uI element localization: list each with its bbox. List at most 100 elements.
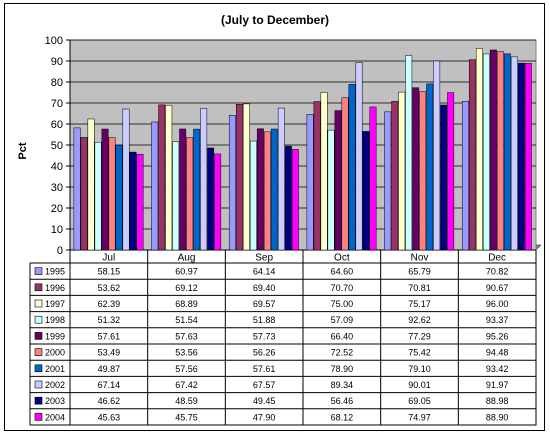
bar <box>193 128 201 251</box>
bar <box>73 127 81 251</box>
x-tick-label: Aug <box>178 253 196 264</box>
bar <box>284 145 292 251</box>
table-value: 70.82 <box>486 267 509 277</box>
table-value: 74.97 <box>408 412 431 422</box>
bar <box>348 84 356 251</box>
bar <box>151 121 159 251</box>
bar <box>433 60 441 251</box>
bar <box>306 114 314 251</box>
bar <box>440 104 448 251</box>
y-tick-label: 0 <box>57 245 63 257</box>
legend-swatch <box>34 299 43 308</box>
bar <box>398 91 406 251</box>
bar <box>517 62 525 251</box>
y-tick-label: 50 <box>51 140 63 152</box>
bar <box>384 111 392 251</box>
table-value: 79.10 <box>408 364 431 374</box>
bar <box>524 63 532 251</box>
bar <box>80 137 88 251</box>
table-value: 70.81 <box>408 283 431 293</box>
table-value: 51.54 <box>175 315 198 325</box>
legend-label: 2000 <box>45 348 65 358</box>
table-value: 64.60 <box>331 267 354 277</box>
table-value: 91.97 <box>486 380 509 390</box>
table-value: 93.37 <box>486 315 509 325</box>
table-value: 53.56 <box>175 348 198 358</box>
bar <box>510 56 518 251</box>
table-value: 45.63 <box>98 412 121 422</box>
bar <box>249 140 257 251</box>
bar <box>101 128 109 251</box>
legend-swatch <box>34 315 43 324</box>
table-value: 89.34 <box>331 380 354 390</box>
bar <box>461 101 469 251</box>
bar <box>327 129 335 251</box>
bar <box>122 108 130 251</box>
bar <box>419 91 427 251</box>
table-value: 69.05 <box>408 396 431 406</box>
table-value: 53.49 <box>98 348 121 358</box>
table-value: 67.57 <box>253 380 276 390</box>
bar <box>136 153 144 251</box>
table-value: 75.42 <box>408 348 431 358</box>
table-value: 49.45 <box>253 396 276 406</box>
table-value: 46.62 <box>98 396 121 406</box>
bar <box>277 107 285 251</box>
table-value: 56.46 <box>331 396 354 406</box>
table-value: 90.67 <box>486 283 509 293</box>
table-value: 57.56 <box>175 364 198 374</box>
table-value: 62.39 <box>98 299 121 309</box>
y-tick-label: 70 <box>51 98 63 110</box>
y-tick-label: 30 <box>51 182 63 194</box>
table-value: 51.32 <box>98 315 121 325</box>
bar <box>179 128 187 251</box>
bar <box>426 83 434 251</box>
table-value: 95.26 <box>486 331 509 341</box>
legend-swatch <box>34 364 43 373</box>
bar <box>129 151 137 251</box>
table-value: 69.12 <box>175 283 198 293</box>
bar <box>496 51 504 251</box>
bar <box>270 128 278 251</box>
bar <box>362 131 370 251</box>
x-tick-label: Sep <box>255 253 273 264</box>
bar <box>235 104 243 251</box>
table-value: 64.14 <box>253 267 276 277</box>
chart-title: (July to December) <box>220 13 330 27</box>
table-value: 57.73 <box>253 331 276 341</box>
bar <box>489 49 497 251</box>
table-value: 45.75 <box>175 412 198 422</box>
table-value: 88.98 <box>486 396 509 406</box>
bar <box>172 141 180 251</box>
table-value: 68.12 <box>331 412 354 422</box>
legend-label: 1995 <box>45 267 65 277</box>
table-value: 94.48 <box>486 348 509 358</box>
table-value: 67.14 <box>98 380 121 390</box>
legend-label: 2004 <box>45 412 65 422</box>
bar <box>242 103 250 251</box>
table-value: 70.70 <box>331 283 354 293</box>
table-value: 67.42 <box>175 380 198 390</box>
legend-label: 2003 <box>45 396 65 406</box>
legend-label: 1998 <box>45 315 65 325</box>
bar <box>94 141 102 251</box>
bar <box>228 115 236 251</box>
bar <box>214 153 222 251</box>
bar <box>341 97 349 251</box>
table-value: 78.90 <box>331 364 354 374</box>
table-value: 69.40 <box>253 283 276 293</box>
bar <box>115 145 123 251</box>
table-value: 65.79 <box>408 267 431 277</box>
table-value: 75.00 <box>331 299 354 309</box>
bar <box>334 110 342 251</box>
bar <box>207 147 215 251</box>
bar <box>447 92 455 251</box>
legend-label: 1997 <box>45 299 65 309</box>
table-value: 47.90 <box>253 412 276 422</box>
bar <box>503 53 511 251</box>
bar <box>320 92 328 251</box>
bar <box>256 128 264 251</box>
legend-swatch <box>34 380 43 389</box>
x-tick-label: Dec <box>488 253 506 264</box>
